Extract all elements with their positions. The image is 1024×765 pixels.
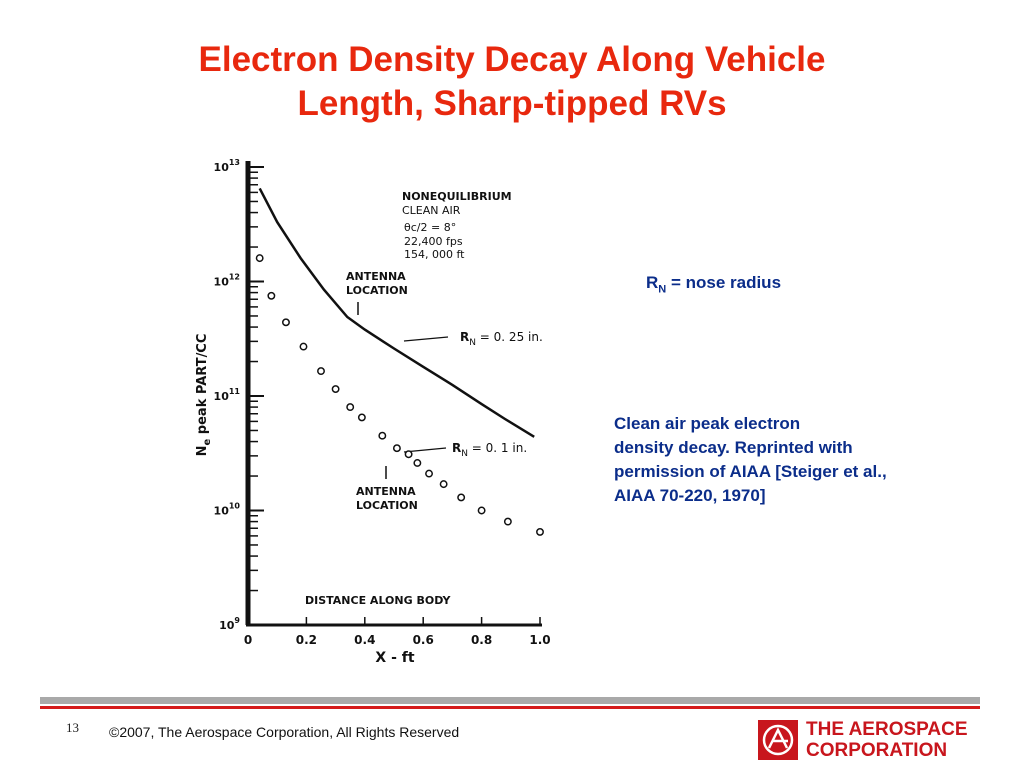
x-tick-label: 0.4 — [354, 633, 375, 647]
svg-text:ANTENNA: ANTENNA — [346, 270, 406, 283]
svg-text:LOCATION: LOCATION — [356, 499, 418, 512]
data-point — [378, 431, 387, 440]
condition-line: NONEQUILIBRIUM — [402, 190, 512, 203]
data-point — [439, 480, 448, 489]
data-point — [457, 493, 466, 502]
page-number: 13 — [66, 720, 79, 735]
data-point — [404, 450, 413, 459]
data-point — [282, 318, 290, 327]
aerospace-logo: THE AEROSPACE CORPORATION — [758, 718, 986, 762]
y-tick-label: 1012 — [214, 273, 240, 289]
logo-text: THE AEROSPACE CORPORATION — [806, 719, 986, 761]
data-point — [267, 291, 276, 300]
data-point — [477, 506, 486, 515]
svg-text:RN = 0. 1 in.: RN = 0. 1 in. — [452, 441, 527, 459]
slide-title: Electron Density Decay Along Vehicle Len… — [0, 38, 1024, 126]
footer-divider-red — [40, 706, 980, 709]
caption-line: permission of AIAA [Steiger et al., — [614, 462, 887, 481]
conditions-annotation: NONEQUILIBRIUM CLEAN AIR θc/2 = 8° 22,40… — [402, 190, 512, 261]
data-point — [357, 413, 366, 422]
data-point — [255, 254, 264, 263]
footer-divider-gray — [40, 697, 980, 704]
y-tick-label: 1013 — [214, 158, 240, 174]
data-point — [503, 517, 512, 526]
svg-text:RN = 0. 25 in.: RN = 0. 25 in. — [460, 330, 543, 348]
distance-along-body-label: DISTANCE ALONG BODY — [305, 594, 452, 607]
data-point — [346, 403, 355, 412]
rn-upper-callout: RN = 0. 25 in. — [403, 330, 543, 348]
condition-line: CLEAN AIR — [402, 204, 461, 217]
condition-line: 154, 000 ft — [404, 248, 465, 261]
caption-line: AIAA 70-220, 1970] — [614, 486, 766, 505]
data-point — [317, 367, 325, 376]
svg-text:ANTENNA: ANTENNA — [356, 485, 416, 498]
data-point — [331, 385, 340, 394]
aerospace-emblem-icon — [758, 720, 798, 760]
slide-title-line2: Length, Sharp-tipped RVs — [297, 84, 727, 123]
copyright-text: ©2007, The Aerospace Corporation, All Ri… — [109, 724, 460, 740]
data-point — [299, 342, 308, 351]
logo-line2: CORPORATION — [806, 740, 948, 761]
y-tick-label: 109 — [219, 616, 240, 632]
data-point — [425, 469, 433, 478]
rn-lower-callout: RN = 0. 1 in. — [403, 441, 527, 459]
caption-line: density decay. Reprinted with — [614, 438, 853, 457]
figure-caption: Clean air peak electron density decay. R… — [614, 412, 974, 508]
y-axis-label: Ne peak PART/CC — [195, 334, 213, 457]
svg-text:LOCATION: LOCATION — [346, 284, 408, 297]
logo-line1: THE AEROSPACE — [806, 719, 968, 740]
condition-line: 22,400 fps — [404, 235, 463, 248]
data-point — [413, 459, 422, 467]
x-tick-label: 1.0 — [529, 633, 550, 647]
series-line-rn-025 — [258, 187, 535, 438]
antenna-lower-annotation: ANTENNA LOCATION — [356, 466, 418, 512]
data-point — [392, 444, 401, 453]
antenna-upper-annotation: ANTENNA LOCATION — [346, 270, 408, 315]
x-tick-label: 0 — [244, 633, 252, 647]
x-tick-label: 0.8 — [471, 633, 492, 647]
data-point — [536, 527, 544, 536]
electron-density-chart: 1013 1012 1011 1010 109 0 0.2 0.4 0.6 0.8 1.0 Ne … — [190, 145, 570, 680]
x-tick-label: 0.6 — [413, 633, 434, 647]
x-tick-label: 0.2 — [296, 633, 317, 647]
caption-line: Clean air peak electron — [614, 414, 801, 433]
series-points-rn-01 — [255, 254, 544, 536]
slide-title-line1: Electron Density Decay Along Vehicle — [198, 40, 826, 79]
y-tick-label: 1011 — [214, 387, 241, 403]
x-axis-label: X - ft — [375, 650, 414, 666]
y-tick-label: 1010 — [214, 502, 241, 518]
nose-radius-note: RN = nose radius — [646, 273, 782, 296]
condition-line: θc/2 = 8° — [404, 221, 456, 234]
